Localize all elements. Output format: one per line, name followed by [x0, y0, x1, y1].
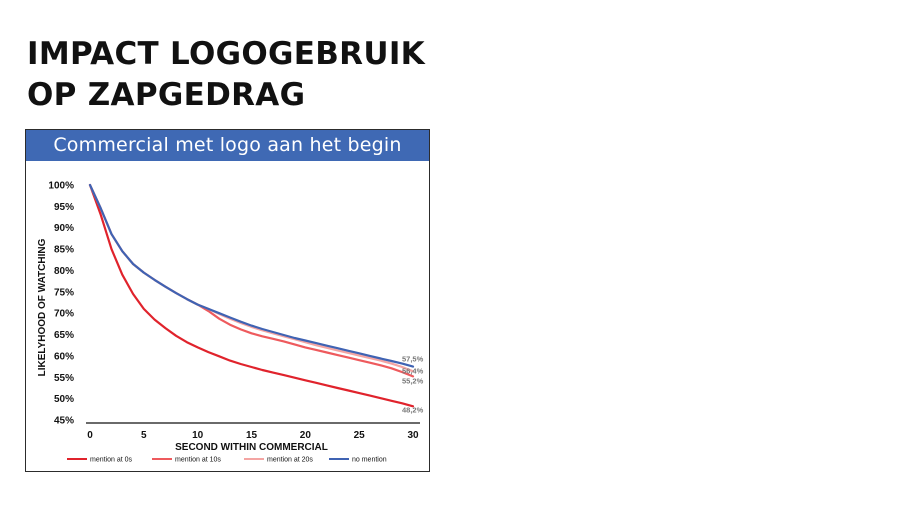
- end-value-label: 55,2%: [402, 376, 424, 385]
- legend-label: mention at 10s: [175, 457, 221, 464]
- y-tick-label: 85%: [54, 245, 74, 256]
- y-axis-title: LIKELYHOOD OF WATCHING: [37, 238, 48, 376]
- x-tick-label: 10: [192, 430, 204, 441]
- y-tick-label: 70%: [54, 309, 74, 320]
- y-tick-label: 90%: [54, 223, 74, 234]
- series-line-1: [88, 183, 415, 408]
- y-tick-label: 95%: [54, 202, 74, 213]
- end-value-label: 56,4%: [402, 366, 424, 375]
- slide-title-line1: IMPACT LOGOGEBRUIK: [27, 36, 425, 72]
- end-value-label: 57,5%: [402, 355, 424, 364]
- y-tick-label: 65%: [54, 330, 74, 341]
- end-value-label: 48,2%: [402, 405, 424, 414]
- slide-title-line2: OP ZAPGEDRAG: [27, 77, 306, 113]
- legend-label: no mention: [352, 457, 387, 464]
- series-line-2: [88, 183, 415, 378]
- x-tick-label: 30: [407, 430, 419, 441]
- line-chart: 45% 50% 55% 60% 65% 70% 75% 80% 85% 90% 95% 100% 0 5 1…: [37, 181, 424, 464]
- chart-title: Commercial met logo aan het begin: [26, 130, 429, 161]
- x-tick-label: 20: [300, 430, 312, 441]
- legend-label: mention at 0s: [90, 457, 133, 464]
- y-tick-label: 60%: [54, 351, 74, 362]
- y-tick-label: 45%: [54, 416, 74, 427]
- y-tick-label: 100%: [48, 181, 74, 192]
- series-line-4: [88, 183, 415, 368]
- x-tick-label: 15: [246, 430, 258, 441]
- y-tick-label: 75%: [54, 287, 74, 298]
- x-tick-label: 5: [141, 430, 147, 441]
- y-tick-label: 50%: [54, 394, 74, 405]
- x-tick-label: 25: [354, 430, 366, 441]
- x-axis-title: SECOND WITHIN COMMERCIAL: [175, 442, 328, 453]
- y-tick-label: 55%: [54, 373, 74, 384]
- chart-card: Commercial met logo aan het begin 45% 50%…: [25, 129, 430, 472]
- legend-label: mention at 20s: [267, 457, 313, 464]
- y-tick-label: 80%: [54, 266, 74, 277]
- series-line-3: [88, 183, 415, 373]
- slide-title: IMPACT LOGOGEBRUIK OP ZAPGEDRAG: [27, 34, 425, 116]
- x-tick-label: 0: [87, 430, 93, 441]
